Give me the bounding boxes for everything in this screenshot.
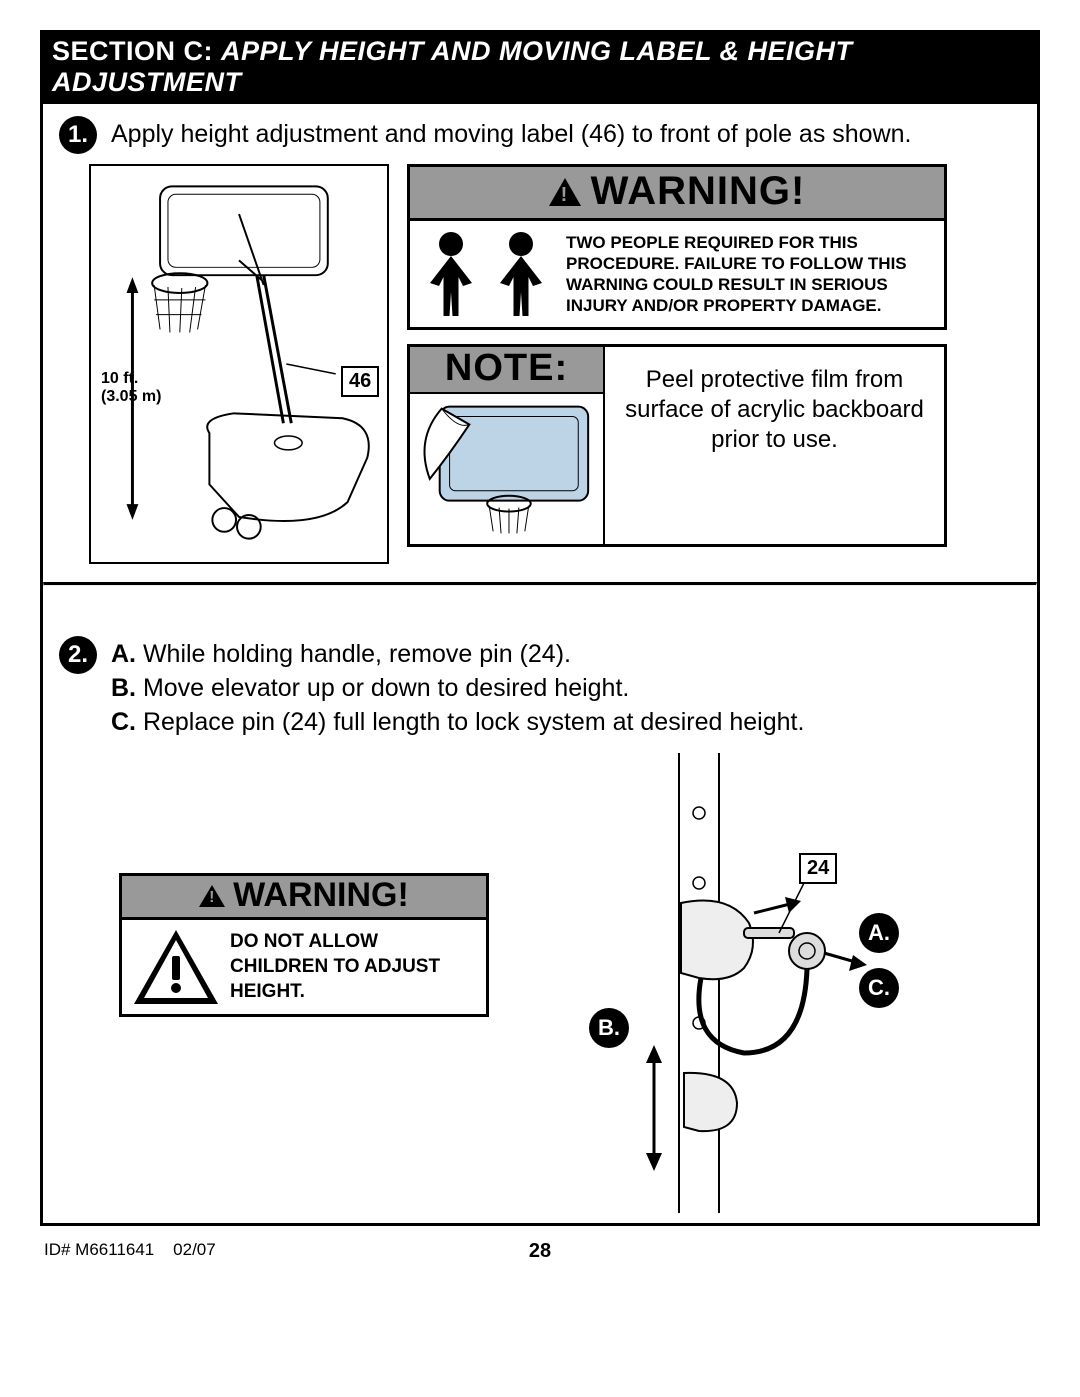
label-b-circle: B. <box>589 1008 629 1048</box>
step-1-content: 10 ft. (3.05 m) 46 WARNING! <box>43 158 1037 582</box>
part-24-label: 24 <box>799 853 837 884</box>
warning-two-people: WARNING! TWO <box>407 164 947 330</box>
callout-column: WARNING! TWO <box>407 164 947 564</box>
two-people-icon <box>420 229 552 319</box>
step-1-number: 1. <box>59 116 97 154</box>
step-2-content: WARNING! DO NOT ALLOW CHILDREN TO ADJUST… <box>43 743 1037 1223</box>
manual-page: SECTION C: APPLY HEIGHT AND MOVING LABEL… <box>0 0 1080 1280</box>
hoop-diagram: 10 ft. (3.05 m) 46 <box>89 164 389 564</box>
step-1-text: Apply height adjustment and moving label… <box>111 116 911 152</box>
warning-title: WARNING! <box>591 169 806 214</box>
footer: ID# M6611641 02/07 28 <box>40 1226 1040 1260</box>
warning-text: TWO PEOPLE REQUIRED FOR THIS PROCEDURE. … <box>566 232 934 317</box>
note-left: NOTE: <box>410 347 605 544</box>
warning-body: TWO PEOPLE REQUIRED FOR THIS PROCEDURE. … <box>410 221 944 327</box>
warning2-title: WARNING! <box>233 876 409 915</box>
warning-triangle-icon <box>549 178 581 206</box>
label-c-circle: C. <box>859 968 899 1008</box>
step-1-row: 1. Apply height adjustment and moving la… <box>43 104 1037 158</box>
height-label: 10 ft. (3.05 m) <box>101 370 161 407</box>
warning-header: WARNING! <box>410 167 944 221</box>
step-2-number: 2. <box>59 636 97 674</box>
basketball-hoop-icon <box>91 166 387 562</box>
warning2-body: DO NOT ALLOW CHILDREN TO ADJUST HEIGHT. <box>122 920 486 1014</box>
warning-triangle-icon <box>199 885 225 907</box>
section-prefix: SECTION C: <box>52 36 221 66</box>
warning-children: WARNING! DO NOT ALLOW CHILDREN TO ADJUST… <box>119 873 489 1017</box>
hazard-triangle-icon <box>132 928 220 1006</box>
content-frame: 1. Apply height adjustment and moving la… <box>40 104 1040 1226</box>
note-peel-film: NOTE: Peel protective film from surface … <box>407 344 947 547</box>
section-header: SECTION C: APPLY HEIGHT AND MOVING LABEL… <box>40 30 1040 104</box>
page-number: 28 <box>529 1240 551 1263</box>
footer-id: ID# M6611641 <box>44 1240 154 1260</box>
person-icon <box>490 229 552 319</box>
step-2-text: A. While holding handle, remove pin (24)… <box>111 636 804 739</box>
part-46-label: 46 <box>341 366 379 397</box>
warning2-header: WARNING! <box>122 876 486 920</box>
note-text: Peel protective film from surface of acr… <box>605 347 944 544</box>
note-title: NOTE: <box>410 347 603 394</box>
person-icon <box>420 229 482 319</box>
label-a-circle: A. <box>859 913 899 953</box>
height-mechanism-diagram: 24 A. C. B. <box>509 773 1021 1213</box>
warning2-text: DO NOT ALLOW CHILDREN TO ADJUST HEIGHT. <box>230 930 476 1004</box>
warning-children-wrap: WARNING! DO NOT ALLOW CHILDREN TO ADJUST… <box>119 873 489 1017</box>
step-2-row: 2. A. While holding handle, remove pin (… <box>43 586 1037 743</box>
peel-film-icon <box>410 394 603 544</box>
footer-date: 02/07 <box>173 1240 216 1260</box>
